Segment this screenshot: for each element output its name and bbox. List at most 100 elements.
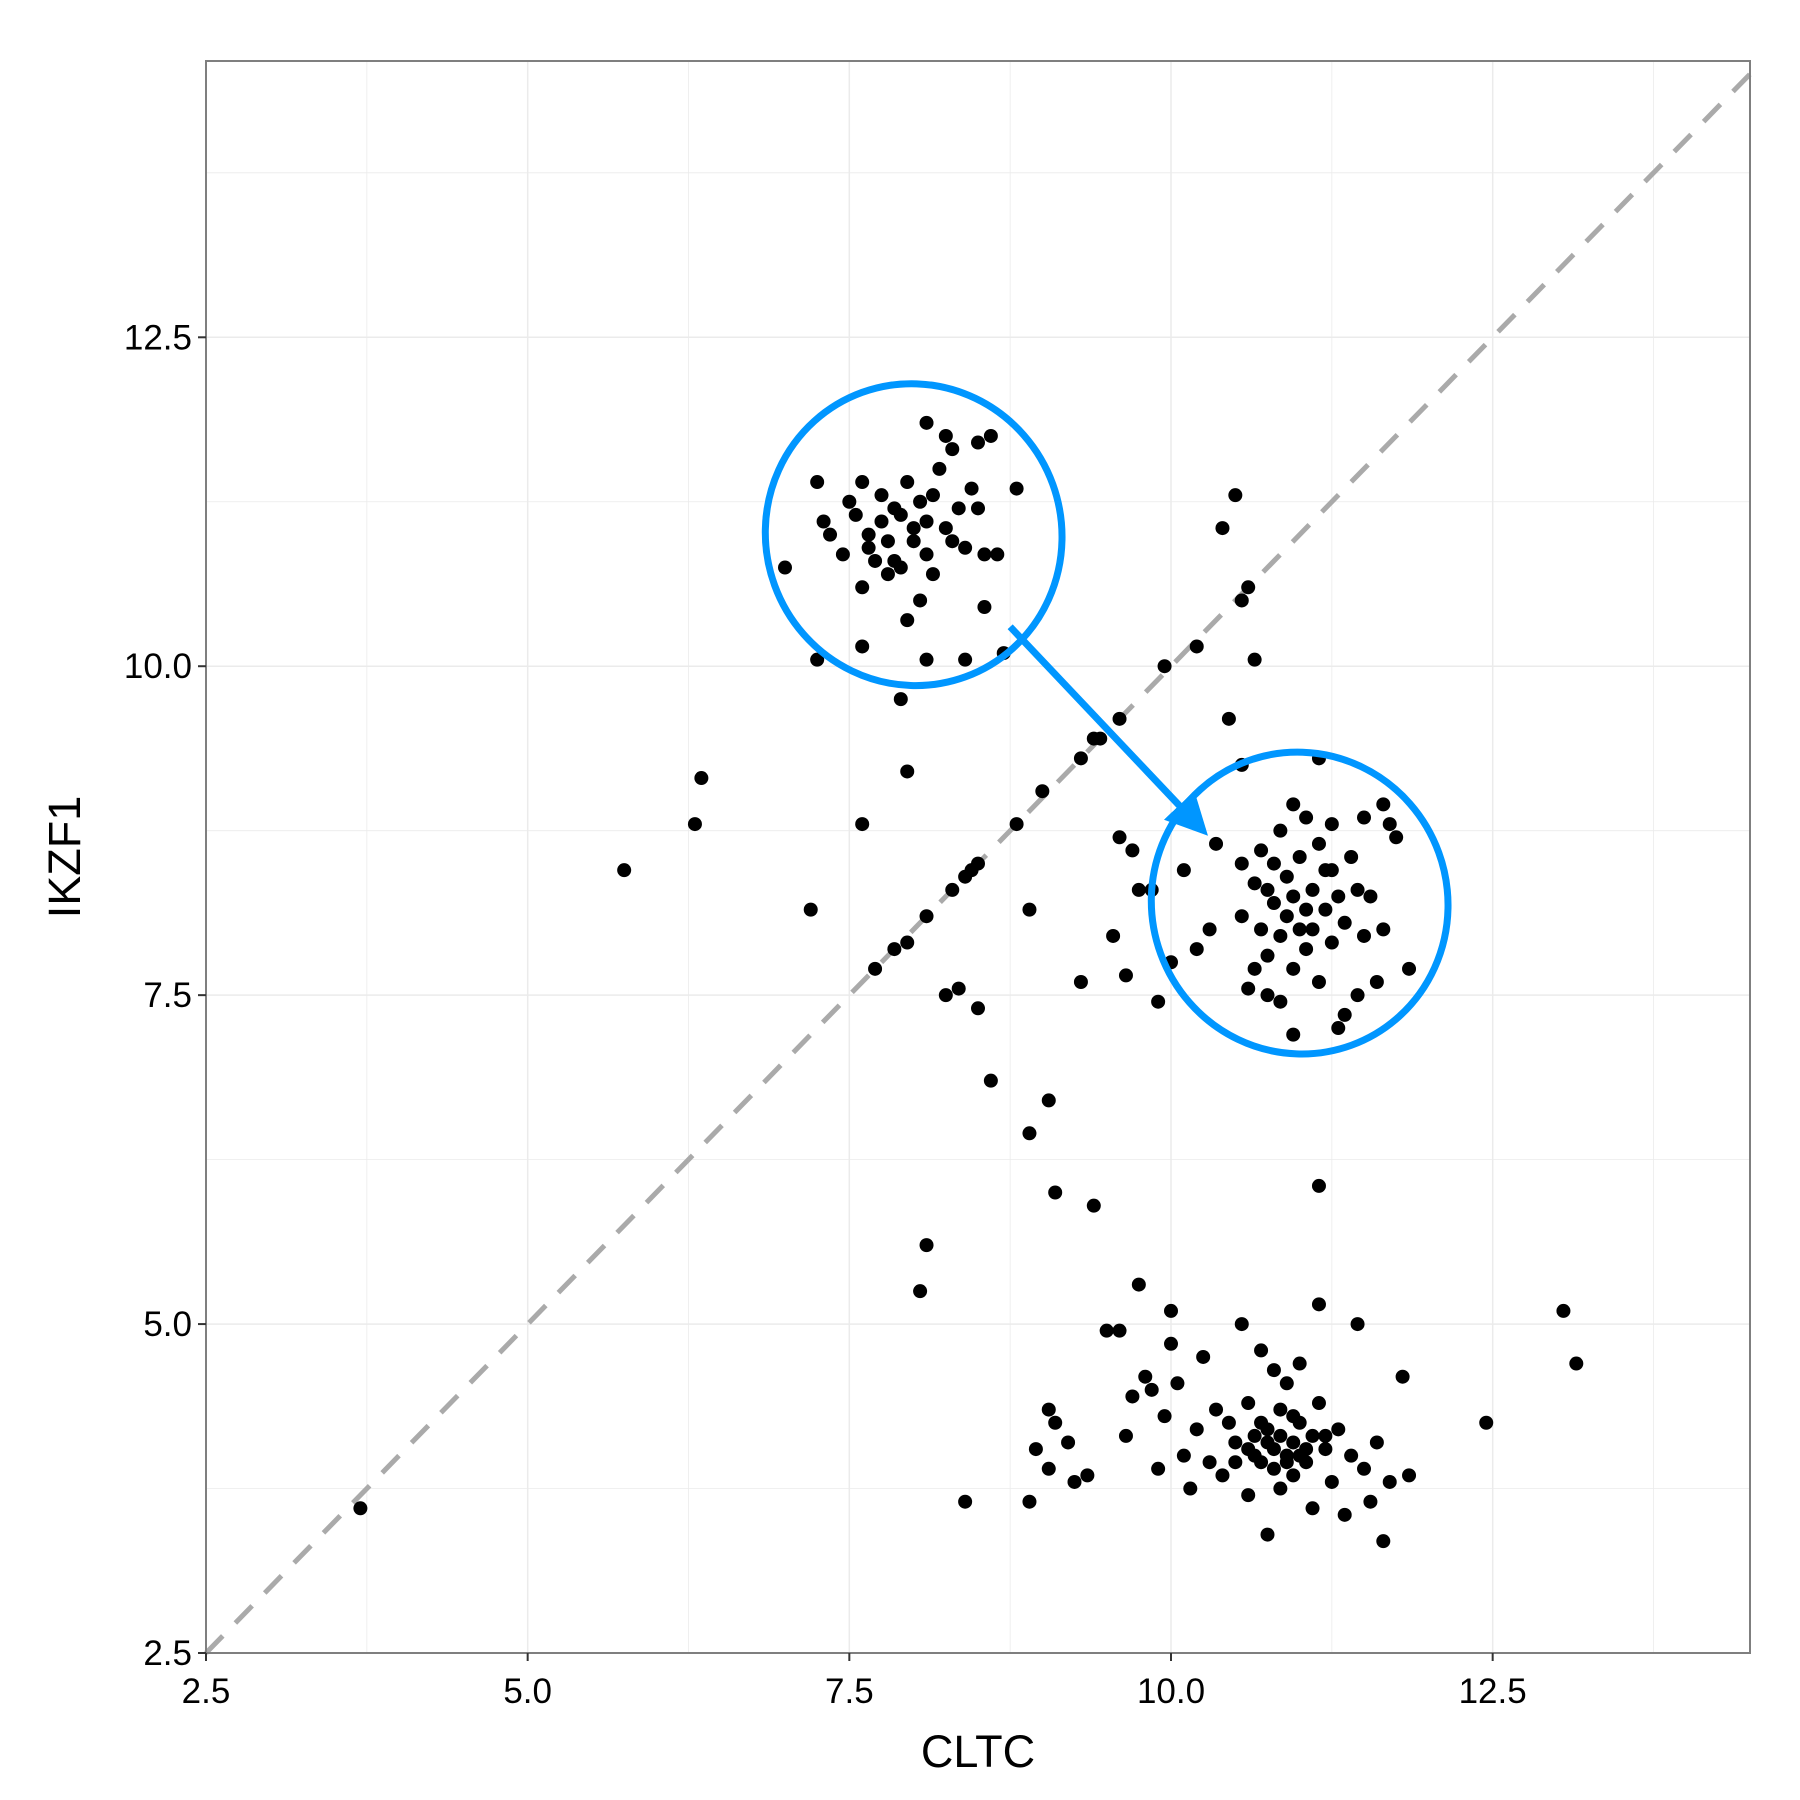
data-point	[1363, 889, 1378, 904]
y-tick-label: 5.0	[143, 1305, 192, 1344]
data-point	[855, 580, 870, 595]
data-point	[1279, 1455, 1294, 1470]
data-point	[1202, 922, 1217, 937]
data-point	[1247, 961, 1262, 976]
data-point	[1228, 1435, 1243, 1450]
data-point	[1382, 817, 1397, 832]
data-point	[1311, 1178, 1326, 1193]
data-point	[958, 540, 973, 555]
data-point	[1176, 1448, 1191, 1463]
data-point	[1170, 1376, 1185, 1391]
data-point	[1041, 1402, 1056, 1417]
data-point	[1331, 889, 1346, 904]
data-point	[964, 481, 979, 496]
data-point	[913, 593, 928, 608]
data-point	[1241, 580, 1256, 595]
data-point	[1260, 882, 1275, 897]
data-point	[1273, 1402, 1288, 1417]
data-point	[1286, 797, 1301, 812]
data-point	[951, 981, 966, 996]
x-tick-label: 10.0	[1137, 1672, 1205, 1711]
data-point	[1337, 1507, 1352, 1522]
data-point	[842, 494, 857, 509]
data-point	[1299, 810, 1314, 825]
data-point	[1311, 1396, 1326, 1411]
data-point	[803, 902, 818, 917]
data-point	[1266, 856, 1281, 871]
data-point	[1241, 981, 1256, 996]
data-point	[925, 488, 940, 503]
data-point	[1080, 1468, 1095, 1483]
x-tick-label: 5.0	[503, 1672, 552, 1711]
data-point	[1260, 988, 1275, 1003]
data-point	[1479, 1415, 1494, 1430]
data-point	[1350, 988, 1365, 1003]
data-point	[1279, 1376, 1294, 1391]
data-point	[1247, 1428, 1262, 1443]
data-point	[1118, 968, 1133, 983]
data-point	[1215, 1468, 1230, 1483]
data-point	[906, 534, 921, 549]
data-point	[1305, 922, 1320, 937]
data-point	[900, 935, 915, 950]
annotation-layer	[761, 380, 1452, 1058]
data-point	[1389, 830, 1404, 845]
data-point	[1344, 850, 1359, 864]
data-point	[1331, 1021, 1346, 1036]
data-point	[687, 817, 702, 832]
data-point	[1324, 817, 1339, 832]
data-point	[1254, 922, 1269, 937]
data-point	[919, 1238, 934, 1253]
data-point	[1292, 1356, 1307, 1371]
data-point	[1357, 810, 1371, 825]
y-tick-label: 10.0	[124, 647, 192, 686]
data-point	[1324, 935, 1339, 950]
data-point	[1144, 1382, 1159, 1397]
data-point	[1189, 1422, 1204, 1437]
data-point	[1376, 797, 1391, 812]
data-point	[1138, 1369, 1153, 1384]
data-point	[977, 547, 992, 562]
data-point	[1273, 1481, 1288, 1496]
data-point	[880, 567, 895, 582]
data-point	[1041, 1093, 1056, 1108]
data-point	[855, 475, 870, 490]
data-point	[1196, 1349, 1211, 1364]
data-point	[1189, 942, 1204, 957]
data-point	[893, 692, 908, 707]
data-point	[938, 428, 953, 443]
data-point	[880, 534, 895, 549]
data-point	[906, 521, 921, 536]
data-point	[694, 771, 709, 786]
data-point	[1273, 1428, 1288, 1443]
data-point	[1125, 1389, 1140, 1404]
x-tick-label: 7.5	[825, 1672, 874, 1711]
data-point	[1311, 836, 1326, 851]
data-point	[1292, 1448, 1307, 1463]
data-point	[1022, 1494, 1037, 1509]
data-point	[855, 639, 870, 654]
data-point	[925, 567, 940, 582]
data-point	[1286, 1027, 1301, 1042]
data-point	[1061, 1435, 1076, 1450]
data-point	[1305, 1501, 1320, 1516]
data-point	[1131, 882, 1146, 897]
data-point	[1234, 856, 1249, 871]
data-point	[1299, 942, 1314, 957]
data-point	[1286, 1435, 1301, 1450]
data-point	[919, 415, 934, 430]
cluster-highlight-ellipse	[761, 380, 1066, 690]
data-point	[913, 1284, 928, 1299]
data-point	[919, 514, 934, 529]
data-point	[874, 514, 889, 529]
data-point	[1241, 1488, 1256, 1503]
data-point	[1228, 488, 1243, 503]
data-point	[1028, 1442, 1043, 1457]
data-point	[1279, 869, 1294, 884]
data-point	[1112, 711, 1127, 726]
data-point	[1556, 1303, 1571, 1318]
data-point	[1324, 1474, 1339, 1489]
data-point	[900, 475, 915, 490]
data-point	[887, 942, 902, 957]
